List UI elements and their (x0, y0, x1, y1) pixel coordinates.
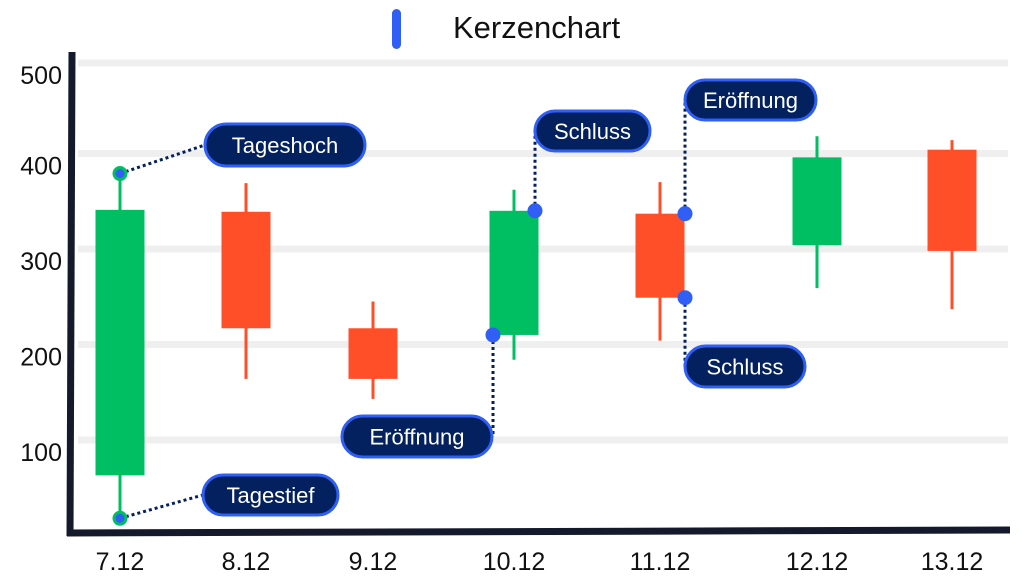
y-axis-ticks: 100 200 300 400 500 (20, 62, 62, 467)
x-tick-label: 12.12 (786, 548, 849, 576)
legend: Kerzenchart (392, 9, 621, 49)
candle-body (221, 211, 271, 329)
annotation-pill (683, 344, 807, 389)
candle-body (95, 209, 145, 476)
annotation-label: Eröffnung (703, 88, 798, 113)
y-axis (66, 51, 76, 537)
candle-body (489, 210, 539, 335)
annotation-marker (677, 206, 693, 222)
x-tick-label: 7.12 (96, 548, 145, 576)
annotation-pill (203, 122, 367, 168)
y-tick-label: 100 (20, 439, 62, 467)
x-tick-label: 10.12 (483, 548, 546, 576)
x-tick-label: 8.12 (222, 548, 271, 576)
annotation-label: Tagestief (226, 483, 315, 508)
candle-body (927, 149, 977, 251)
x-tick-label: 9.12 (349, 548, 398, 576)
x-axis-ticks: 7.12 8.12 9.12 10.12 11.12 12.12 13.12 (96, 548, 984, 576)
annotation-connector (119, 493, 204, 520)
candles (95, 136, 977, 519)
x-tick-label: 11.12 (630, 548, 691, 576)
candle-body (348, 328, 398, 379)
y-tick-label: 400 (20, 153, 62, 181)
annotation-label: Tageshoch (232, 133, 338, 158)
annotation-label: Schluss (706, 355, 783, 380)
annotations: Tageshoch Tagestief Eröffnung Schluss Eröffn… (112, 78, 818, 526)
annotation-marker (677, 290, 693, 306)
annotation-pill (201, 473, 340, 517)
annotation-marker (485, 327, 501, 343)
annotation-label: Eröffnung (369, 425, 464, 450)
y-tick-label: 300 (20, 248, 62, 276)
legend-swatch (392, 9, 401, 49)
annotation-marker (112, 166, 128, 182)
annotation-marker (527, 203, 543, 219)
y-tick-label: 500 (20, 62, 62, 90)
x-axis (66, 526, 1011, 537)
candle-body (635, 213, 685, 298)
annotation-pill (533, 109, 652, 153)
annotation-pill (683, 78, 818, 122)
x-tick-label: 13.12 (921, 548, 984, 576)
legend-label: Kerzenchart (453, 10, 621, 45)
annotation-pill (340, 414, 494, 459)
annotation-label: Schluss (554, 119, 631, 144)
candle-body (792, 157, 842, 246)
annotation-marker (112, 510, 128, 526)
axes (66, 51, 1011, 537)
annotation-connector (119, 143, 206, 175)
y-tick-label: 200 (20, 344, 62, 372)
